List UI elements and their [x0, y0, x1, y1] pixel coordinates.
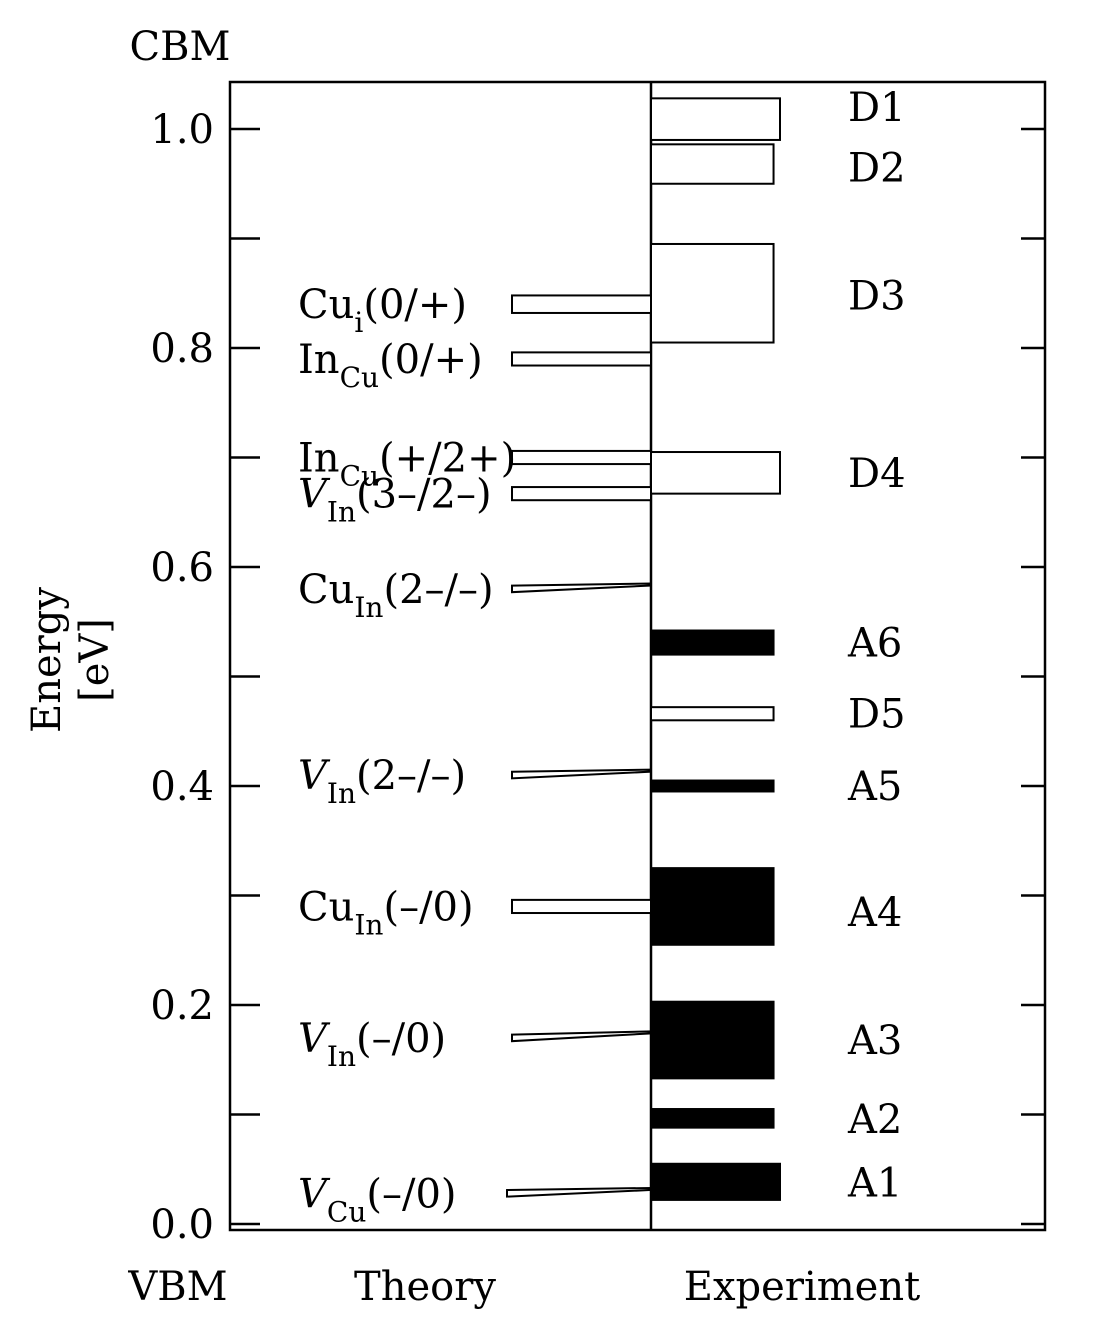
experiment-label-a2: A2 — [847, 1097, 902, 1143]
experiment-levels: D1 D2 D3 D4 A6 D5 A5 A4 A3 A2 A1 — [650, 85, 906, 1206]
plot-border — [228, 80, 1047, 1232]
experiment-label-a1: A1 — [847, 1160, 902, 1206]
experiment-label-d3: D3 — [848, 273, 906, 319]
y-tick-label: 1.0 — [150, 107, 214, 153]
theory-level-bar — [511, 486, 652, 502]
experiment-label-a3: A3 — [847, 1018, 902, 1064]
theory-levels: Cui(0/+)InCu(0/+) InCu(+/2+)VIn(3–/2–) CuI… — [298, 282, 652, 1228]
experiment-label-a5: A5 — [847, 764, 902, 810]
y-tick-label: 0.2 — [150, 983, 214, 1029]
cbm-label: CBM — [130, 24, 231, 70]
vbm-label: VBM — [127, 1264, 227, 1310]
y-axis-ticks: 0.0 0.2 0.4 0.6 0.8 1.0 — [150, 107, 1045, 1248]
experiment-level-d1 — [650, 97, 781, 141]
y-tick-label: 0.8 — [150, 326, 214, 372]
theory-level-bar — [511, 1030, 652, 1043]
theory-level-bar — [511, 294, 652, 314]
theory-level-label: VIn(–/0) — [298, 1016, 446, 1073]
experiment-label-a6: A6 — [847, 621, 902, 667]
experiment-label-d4: D4 — [848, 451, 906, 497]
theory-level-label: Cui(0/+) — [298, 282, 467, 339]
theory-level-label: VIn(3–/2–) — [298, 472, 492, 529]
theory-level-label: VIn(2–/–) — [298, 753, 466, 810]
experiment-label-a4: A4 — [847, 890, 902, 936]
theory-level-bar — [506, 1186, 652, 1198]
theory-level-bar — [511, 898, 652, 915]
experiment-level-a4 — [650, 867, 775, 946]
experiment-level-d3 — [650, 242, 775, 344]
experiment-level-d5 — [650, 706, 775, 722]
experiment-level-a5 — [650, 779, 775, 793]
experiment-column-title: Experiment — [684, 1264, 920, 1310]
theory-level-bar — [511, 582, 652, 594]
experiment-level-a6 — [650, 629, 775, 656]
y-tick-label: 0.0 — [150, 1202, 214, 1248]
experiment-level-d4 — [650, 451, 781, 495]
theory-level-label: VCu(–/0) — [298, 1171, 457, 1228]
experiment-level-d2 — [650, 143, 775, 185]
theory-level-bar — [511, 768, 652, 780]
y-axis-title: Energy [eV] — [24, 587, 118, 733]
theory-level-label: CuIn(–/0) — [298, 884, 474, 941]
y-axis-title-line2: [eV] — [72, 618, 118, 702]
y-tick-label: 0.4 — [150, 764, 214, 810]
experiment-label-d1: D1 — [848, 85, 906, 131]
theory-level-label: InCu(+/2+) — [298, 436, 516, 493]
experiment-level-a3 — [650, 1000, 775, 1080]
experiment-level-a1 — [650, 1162, 781, 1201]
experiment-label-d5: D5 — [848, 692, 906, 738]
theory-column-title: Theory — [354, 1264, 496, 1310]
theory-level-label: InCu(0/+) — [298, 337, 483, 394]
experiment-level-a2 — [650, 1108, 775, 1129]
theory-level-bar — [511, 351, 652, 367]
y-tick-label: 0.6 — [150, 545, 214, 591]
experiment-label-d2: D2 — [848, 145, 906, 191]
theory-level-bar — [511, 449, 652, 466]
y-axis-title-line1: Energy — [24, 587, 70, 733]
theory-level-label: CuIn(2–/–) — [298, 567, 494, 624]
